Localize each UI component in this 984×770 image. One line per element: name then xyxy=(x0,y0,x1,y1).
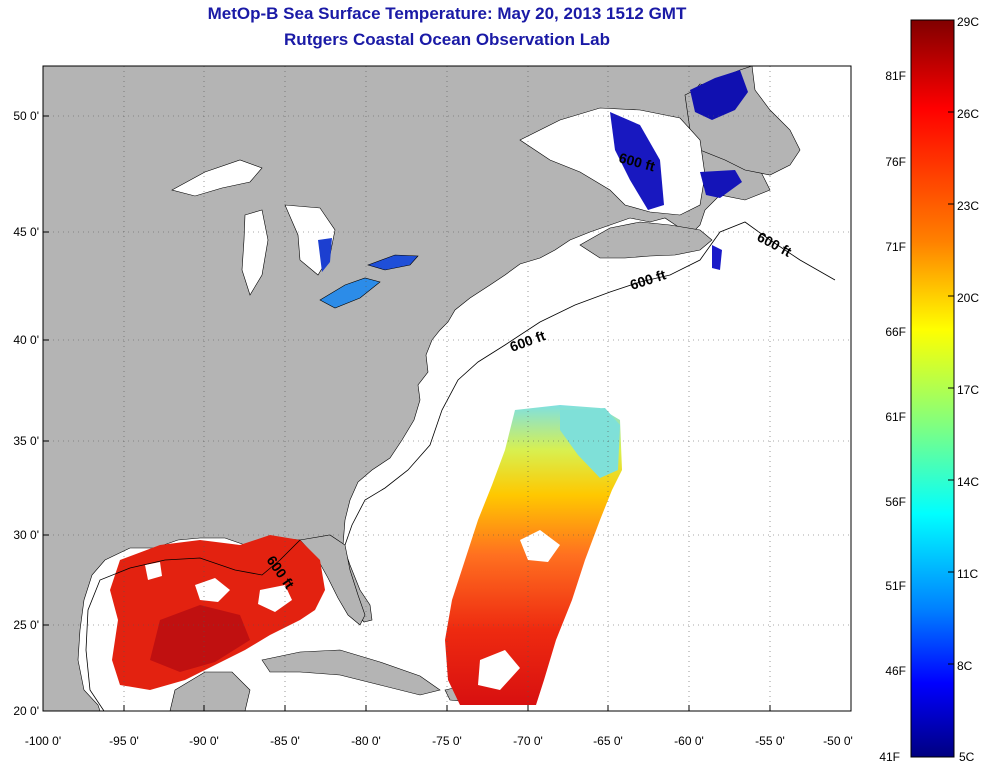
axis-ticks xyxy=(42,115,852,712)
colorbar-fahrenheit-label: 76F xyxy=(885,155,906,169)
colorbar-celsius-label: 29C xyxy=(957,15,979,29)
colorbar-fahrenheit-label: 56F xyxy=(885,495,906,509)
colorbar-fahrenheit-label: 51F xyxy=(885,579,906,593)
sst-newfoundland-south xyxy=(700,170,742,198)
land-yucatan xyxy=(169,671,251,711)
sst-atlantic-cool-north xyxy=(560,408,620,478)
lon-tick-label: -75 0' xyxy=(432,734,462,748)
lat-tick-label: 40 0' xyxy=(13,333,39,347)
lake-michigan xyxy=(241,209,269,296)
lake-superior xyxy=(171,159,263,197)
colorbar-celsius-label: 5C xyxy=(959,750,975,764)
colorbar-fahrenheit-label: 81F xyxy=(885,69,906,83)
lat-tick-label: 30 0' xyxy=(13,528,39,542)
colorbar-celsius-label: 23C xyxy=(957,199,979,213)
colorbar-celsius-label: 11C xyxy=(957,567,978,581)
cloud-gap-atl-2 xyxy=(478,650,520,690)
colorbar-fahrenheit-label: 46F xyxy=(885,664,906,678)
isobath-600ft xyxy=(85,221,836,711)
sst-labrador xyxy=(690,70,748,120)
sst-gulf-st-lawrence xyxy=(610,112,664,210)
lon-tick-label: -100 0' xyxy=(25,734,61,748)
lake-ontario xyxy=(367,254,419,271)
colorbar-celsius-label: 17C xyxy=(957,383,979,397)
colorbar-celsius-label: 26C xyxy=(957,107,979,121)
lat-tick-label: 25 0' xyxy=(13,618,39,632)
lon-tick-label: -65 0' xyxy=(593,734,623,748)
colorbar-fahrenheit-label: 61F xyxy=(885,410,906,424)
lat-tick-label: 35 0' xyxy=(13,434,39,448)
lat-tick-label: 20 0' xyxy=(13,704,39,718)
sst-gulf-warm-core xyxy=(150,605,250,672)
land-north-america xyxy=(43,66,771,711)
colorbar xyxy=(910,19,955,758)
lon-tick-label: -60 0' xyxy=(674,734,704,748)
colorbar-celsius-label: 20C xyxy=(957,291,979,305)
lake-huron-sst xyxy=(318,238,332,272)
land-nova-scotia xyxy=(579,221,713,259)
colorbar-ticks xyxy=(948,19,954,665)
lake-erie xyxy=(319,277,381,309)
cloud-gap-2 xyxy=(258,585,292,612)
lat-tick-label: 50 0' xyxy=(13,109,39,123)
map-subtitle: Rutgers Coastal Ocean Observation Lab xyxy=(284,30,610,49)
colorbar-celsius-label: 14C xyxy=(957,475,979,489)
lon-tick-label: -90 0' xyxy=(189,734,219,748)
lon-tick-label: -85 0' xyxy=(270,734,300,748)
cloud-gap-3 xyxy=(145,562,162,580)
colorbar-fahrenheit-label: 71F xyxy=(885,240,906,254)
sst-cabot xyxy=(712,245,722,270)
map-title: MetOp-B Sea Surface Temperature: May 20,… xyxy=(207,4,687,23)
lat-tick-label: 45 0' xyxy=(13,225,39,239)
colorbar-fahrenheit-label: 41F xyxy=(879,750,900,764)
colorbar-fahrenheit-label: 66F xyxy=(885,325,906,339)
lon-tick-label: -95 0' xyxy=(109,734,139,748)
lon-tick-label: -50 0' xyxy=(823,734,853,748)
lon-tick-label: -55 0' xyxy=(755,734,785,748)
lon-tick-label: -70 0' xyxy=(513,734,543,748)
lon-tick-label: -80 0' xyxy=(351,734,381,748)
land-cuba xyxy=(261,649,441,696)
colorbar-celsius-label: 8C xyxy=(957,659,973,673)
cloud-gap-atl-1 xyxy=(520,530,560,562)
